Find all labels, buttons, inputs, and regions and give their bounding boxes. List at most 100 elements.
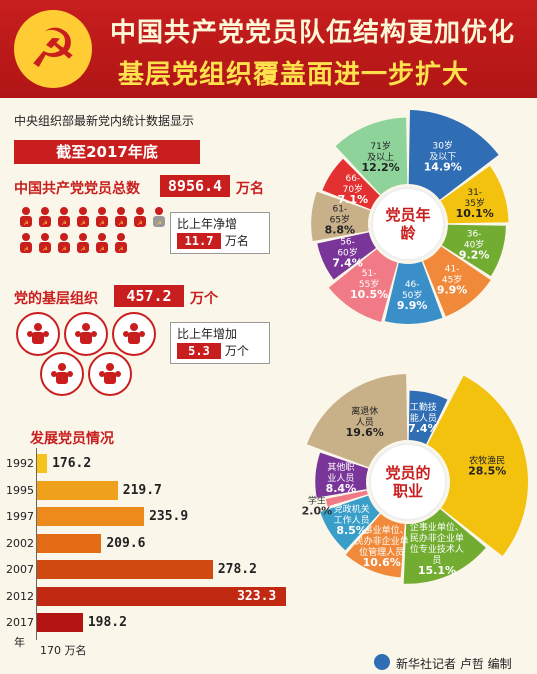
slice-category-label: 40岁 bbox=[464, 239, 484, 251]
slice-value-label: 10.1% bbox=[456, 207, 494, 220]
slice-category-label: 65岁 bbox=[330, 213, 350, 225]
age-donut-chart: 30岁及以下14.9%31-35岁10.1%36-40岁9.2%41-45岁9.… bbox=[311, 110, 509, 324]
slice-value-label: 15.1% bbox=[418, 564, 456, 577]
slice-category-label: 60岁 bbox=[337, 247, 357, 259]
slice-category-label: 党政机关 bbox=[334, 503, 370, 515]
slice-value-label: 9.9% bbox=[397, 299, 428, 312]
bar-value-label: 323.3 bbox=[237, 588, 277, 604]
slice-category-label: 50岁 bbox=[402, 289, 422, 301]
slice-category-label: 离退休 bbox=[351, 405, 378, 417]
footer-credit: 新华社记者 卢哲 编制 bbox=[396, 657, 512, 671]
donut-slice bbox=[320, 495, 380, 551]
slice-category-label: 民办非企业单 bbox=[410, 532, 464, 544]
svg-text:☭: ☭ bbox=[99, 246, 104, 253]
slice-category-label: 学生 bbox=[308, 495, 326, 507]
members-increase-unit: 万名 bbox=[224, 234, 249, 248]
org-group-icon bbox=[64, 312, 108, 356]
orgs-increase-value: 5.3 bbox=[177, 343, 221, 359]
person-icon: ☭ bbox=[75, 206, 91, 228]
donut-slice bbox=[423, 246, 491, 317]
slice-category-label: 位管理人员 bbox=[359, 546, 404, 558]
slice-category-label: 46- bbox=[405, 280, 420, 290]
donut-slice bbox=[440, 165, 509, 224]
page-title: 中国共产党党员队伍结构更加优化 bbox=[110, 18, 516, 48]
svg-text:☭: ☭ bbox=[80, 246, 85, 253]
orgs-label: 党的基层组织 bbox=[14, 291, 98, 307]
slice-value-label: 9.9% bbox=[437, 283, 468, 296]
person-icon: ☭ bbox=[75, 232, 91, 254]
slice-category-label: 45岁 bbox=[442, 273, 462, 285]
donut-slice bbox=[325, 490, 368, 507]
svg-text:☭: ☭ bbox=[61, 246, 66, 253]
donut-hub bbox=[371, 187, 445, 261]
donut-slice bbox=[408, 390, 448, 445]
bar-value-label: 219.7 bbox=[122, 482, 162, 498]
donut-slice bbox=[317, 232, 376, 280]
slice-category-label: 41- bbox=[445, 264, 460, 274]
bar bbox=[37, 507, 145, 526]
person-icon: ☭ bbox=[37, 206, 53, 228]
slice-category-label: 71岁 bbox=[370, 140, 390, 152]
slice-category-label: 农牧渔民 bbox=[469, 454, 505, 466]
page-subtitle: 基层党组织覆盖面进一步扩大 bbox=[118, 60, 470, 90]
donut-slice bbox=[311, 191, 371, 242]
person-icon: ☭ bbox=[113, 206, 129, 228]
person-icon: ☭ bbox=[113, 232, 129, 254]
person-icon: ☭ bbox=[94, 232, 110, 254]
slice-category-label: 70岁 bbox=[343, 183, 363, 195]
party-emblem-icon: ☭ bbox=[14, 10, 92, 88]
slice-category-label: 56- bbox=[340, 238, 355, 248]
members-increase-label: 比上年净增 bbox=[177, 217, 238, 231]
svg-text:☭: ☭ bbox=[42, 220, 47, 227]
bar bbox=[37, 586, 287, 606]
donut-slice bbox=[315, 452, 369, 498]
slice-value-label: 9.2% bbox=[459, 249, 490, 262]
slice-category-label: 企事业单位、 bbox=[410, 521, 464, 533]
bar-year-label: 2012 bbox=[6, 589, 34, 603]
xinhua-logo-icon bbox=[374, 654, 390, 670]
slice-category-label: 及以下 bbox=[429, 151, 456, 162]
svg-text:☭: ☭ bbox=[137, 220, 142, 227]
person-icon: ☭ bbox=[132, 206, 148, 228]
donut-hub bbox=[369, 443, 447, 521]
donut-slice bbox=[306, 374, 408, 468]
slice-value-label: 14.9% bbox=[424, 160, 462, 173]
bar bbox=[37, 560, 213, 579]
orgs-increase-unit: 万个 bbox=[224, 344, 249, 358]
bar-value-label: 198.2 bbox=[87, 615, 127, 630]
slice-category-label: 工勤技 bbox=[410, 401, 437, 413]
slice-value-label: 8.8% bbox=[325, 223, 356, 236]
person-icon: ☭ bbox=[56, 206, 72, 228]
donut-slice bbox=[335, 117, 408, 195]
person-icon: ☭ bbox=[18, 232, 34, 254]
slice-category-label: 能人员 bbox=[410, 412, 437, 424]
bar-chart-xlabel: 170 万名 bbox=[40, 644, 87, 657]
orgs-increase-label: 比上年增加 bbox=[177, 327, 238, 341]
org-group-icon bbox=[40, 352, 84, 396]
bar-value-label: 209.6 bbox=[106, 535, 146, 551]
slice-value-label: 8.5% bbox=[336, 524, 367, 537]
members-value: 8956.4 bbox=[160, 175, 230, 197]
donut-slice bbox=[384, 261, 443, 324]
person-icon: ☭ bbox=[37, 232, 53, 254]
members-label: 中国共产党党员总数 bbox=[14, 181, 140, 197]
bar bbox=[37, 480, 118, 500]
slice-value-label: 28.5% bbox=[468, 464, 506, 477]
slice-category-label: 业人员 bbox=[327, 473, 354, 484]
orgs-increase-callout: 比上年增加 5.3 万个 bbox=[170, 322, 270, 364]
svg-text:☭: ☭ bbox=[118, 220, 123, 227]
svg-text:☭: ☭ bbox=[23, 246, 28, 253]
bar-value-label: 176.2 bbox=[52, 456, 92, 471]
person-icon: ☭ bbox=[151, 206, 167, 228]
donut-slice bbox=[403, 509, 486, 584]
members-increase-value: 11.7 bbox=[177, 233, 221, 249]
slice-value-label: 12.2% bbox=[362, 161, 400, 174]
slice-category-label: 36- bbox=[467, 230, 482, 240]
slice-category-label: 61- bbox=[332, 204, 347, 214]
bar bbox=[37, 613, 83, 632]
person-icon: ☭ bbox=[94, 206, 110, 228]
bar-year-label: 1992 bbox=[6, 457, 34, 470]
slice-value-label: 7.4% bbox=[332, 257, 363, 270]
slice-category-label: 51- bbox=[362, 269, 377, 279]
bar-year-label: 1997 bbox=[6, 510, 34, 523]
